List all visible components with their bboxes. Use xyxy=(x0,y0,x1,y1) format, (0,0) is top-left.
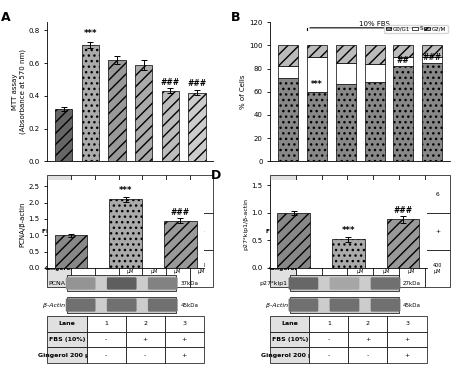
Text: ###: ### xyxy=(422,52,442,62)
Text: D: D xyxy=(211,169,221,182)
Bar xyxy=(188,92,206,161)
Bar xyxy=(277,213,310,268)
Y-axis label: % of Cells: % of Cells xyxy=(240,75,246,109)
Bar xyxy=(55,235,87,268)
Y-axis label: MTT assay
(Absorbance at 570 nm): MTT assay (Absorbance at 570 nm) xyxy=(12,49,26,134)
Text: PCNA: PCNA xyxy=(48,280,65,286)
FancyBboxPatch shape xyxy=(66,298,95,312)
Text: ###: ### xyxy=(188,80,207,88)
FancyBboxPatch shape xyxy=(148,277,178,290)
Text: ***: *** xyxy=(342,226,355,235)
Bar xyxy=(336,63,356,84)
FancyBboxPatch shape xyxy=(329,277,359,290)
Text: ***: *** xyxy=(83,29,97,39)
Bar xyxy=(164,221,197,268)
Text: 45kDa: 45kDa xyxy=(180,302,198,308)
Text: 45kDa: 45kDa xyxy=(403,302,421,308)
Bar xyxy=(307,45,327,57)
Bar xyxy=(393,57,413,66)
Text: β-Actin: β-Actin xyxy=(265,302,288,308)
Bar xyxy=(365,64,385,83)
Bar xyxy=(307,57,327,92)
Bar xyxy=(55,109,73,161)
Text: ###: ### xyxy=(161,78,180,87)
Bar xyxy=(290,297,399,313)
Bar xyxy=(278,45,299,66)
Text: ###: ### xyxy=(393,206,413,214)
FancyBboxPatch shape xyxy=(329,298,359,312)
FancyBboxPatch shape xyxy=(107,298,137,312)
Bar xyxy=(67,297,176,313)
Text: ***: *** xyxy=(119,186,132,196)
Y-axis label: p27ᵊkip1/β-actin: p27ᵊkip1/β-actin xyxy=(244,198,248,250)
Bar xyxy=(422,45,442,57)
Legend: G0/G1, S, G2/M: G0/G1, S, G2/M xyxy=(384,25,447,33)
Bar xyxy=(365,45,385,64)
Bar xyxy=(422,63,442,161)
Text: β-Actin: β-Actin xyxy=(43,302,65,308)
Y-axis label: PCNA/β-actin: PCNA/β-actin xyxy=(20,201,26,247)
Bar xyxy=(332,239,365,268)
Text: 27kDa: 27kDa xyxy=(403,280,421,286)
Bar xyxy=(387,219,419,268)
Bar xyxy=(109,199,142,268)
Bar xyxy=(307,92,327,161)
Text: 10% FBS: 10% FBS xyxy=(359,21,390,27)
Bar xyxy=(290,275,399,291)
Text: 37kDa: 37kDa xyxy=(180,280,198,286)
Bar xyxy=(393,66,413,161)
Bar xyxy=(336,84,356,161)
Text: ***: *** xyxy=(311,80,323,90)
Text: ##: ## xyxy=(397,56,410,65)
Bar xyxy=(278,78,299,161)
FancyBboxPatch shape xyxy=(66,277,95,290)
Bar xyxy=(278,66,299,78)
FancyBboxPatch shape xyxy=(107,277,137,290)
Text: A: A xyxy=(1,11,10,24)
Bar xyxy=(82,45,99,161)
Bar xyxy=(135,65,152,161)
Text: B: B xyxy=(230,11,240,24)
Bar xyxy=(162,91,179,161)
Bar xyxy=(109,60,126,161)
FancyBboxPatch shape xyxy=(371,298,401,312)
Bar xyxy=(422,57,442,63)
Text: ###: ### xyxy=(171,208,190,217)
Text: p27ᵊkip1: p27ᵊkip1 xyxy=(260,280,288,286)
Bar xyxy=(67,275,176,291)
Bar xyxy=(393,45,413,57)
FancyBboxPatch shape xyxy=(371,277,401,290)
Bar xyxy=(365,83,385,161)
FancyBboxPatch shape xyxy=(289,298,318,312)
FancyBboxPatch shape xyxy=(148,298,178,312)
Bar xyxy=(336,45,356,63)
FancyBboxPatch shape xyxy=(289,277,318,290)
